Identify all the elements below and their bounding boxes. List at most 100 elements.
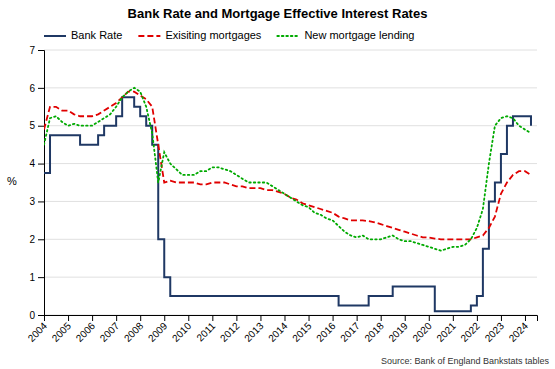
- x-tick-mark: [284, 315, 285, 321]
- series-line: [44, 97, 531, 311]
- x-tick: 2011: [194, 315, 217, 343]
- y-tick-label: 7: [29, 45, 35, 56]
- x-tick-label: 2005: [50, 320, 74, 344]
- x-tick-label: 2015: [290, 320, 314, 344]
- x-tick: 2016: [314, 315, 338, 344]
- x-tick-mark: [429, 315, 430, 321]
- y-label: %: [7, 175, 17, 187]
- legend-swatch: [277, 35, 299, 37]
- grid-line: [44, 87, 537, 88]
- y-tick: 3: [29, 196, 44, 207]
- x-tick: 2008: [122, 315, 146, 344]
- x-tick-label: 2009: [146, 320, 170, 344]
- x-tick-mark: [381, 315, 382, 321]
- x-tick-mark: [525, 315, 526, 321]
- x-tick-label: 2010: [170, 320, 194, 344]
- x-tick-label: 2024: [507, 320, 531, 344]
- x-tick-label: 2017: [338, 320, 362, 344]
- source-note: Source: Bank of England Bankstats tables: [381, 356, 550, 366]
- x-tick-mark: [309, 315, 310, 321]
- x-tick-label: 2020: [410, 320, 434, 344]
- x-tick: 2018: [362, 315, 386, 344]
- x-tick: 2021: [434, 315, 458, 344]
- x-tick-mark: [453, 315, 454, 321]
- y-tick-mark: [38, 164, 44, 165]
- x-tick: 2019: [386, 315, 410, 344]
- x-tick-mark: [236, 315, 237, 321]
- legend-label: Exisiting mortgages: [165, 29, 261, 41]
- x-tick: 2013: [242, 315, 266, 344]
- y-tick: 0: [29, 310, 44, 321]
- y-tick: 1: [29, 272, 44, 283]
- legend-entry: Bank Rate: [44, 29, 122, 41]
- y-tick-label: 5: [29, 120, 35, 131]
- y-tick-mark: [38, 126, 44, 127]
- series-line: [44, 92, 531, 240]
- y-tick-label: 6: [29, 83, 35, 94]
- y-tick-mark: [38, 50, 44, 51]
- x-tick: 2020: [410, 315, 434, 344]
- x-tick-label: 2018: [362, 320, 386, 344]
- x-tick: 2022: [458, 315, 482, 344]
- x-tick-mark: [212, 315, 213, 321]
- x-tick-label: 2012: [218, 320, 242, 344]
- grid-line: [44, 163, 537, 164]
- x-tick: 2024: [507, 315, 531, 344]
- y-tick-label: 4: [29, 158, 35, 169]
- grid-line: [44, 277, 537, 278]
- y-tick: 2: [29, 234, 44, 245]
- x-tick-label: 2004: [26, 320, 50, 344]
- x-axis: 2004200520062007200820092010201120122013…: [26, 315, 538, 344]
- legend-swatch: [44, 35, 66, 37]
- series-line: [44, 88, 531, 251]
- x-tick-mark: [68, 315, 69, 321]
- x-tick-mark: [92, 315, 93, 321]
- y-tick-mark: [38, 201, 44, 202]
- x-tick-mark: [357, 315, 358, 321]
- x-tick: 2017: [338, 315, 362, 344]
- y-tick-mark: [38, 277, 44, 278]
- y-tick-mark: [38, 315, 44, 316]
- y-tick-label: 0: [29, 310, 35, 321]
- x-tick: 2012: [218, 315, 242, 344]
- x-tick-label: 2023: [483, 320, 507, 344]
- x-tick: 2005: [50, 315, 74, 344]
- x-tick-label: 2022: [458, 320, 482, 344]
- x-tick-mark: [405, 315, 406, 321]
- y-tick-label: 1: [29, 272, 35, 283]
- x-tick-mark: [188, 315, 189, 321]
- x-tick-mark: [477, 315, 478, 321]
- x-tick-mark: [140, 315, 141, 321]
- x-tick: 2014: [266, 315, 290, 344]
- y-tick: 4: [29, 158, 44, 169]
- x-tick-mark: [501, 315, 502, 321]
- legend-label: New mortgage lending: [304, 29, 414, 41]
- y-tick-label: 2: [29, 234, 35, 245]
- y-tick: 6: [29, 83, 44, 94]
- plot-area: [44, 88, 531, 311]
- grid-line: [44, 201, 537, 202]
- x-tick-mark: [260, 315, 261, 321]
- title: Bank Rate and Mortgage Effective Interes…: [128, 6, 428, 21]
- x-tick: 2006: [74, 315, 98, 344]
- grid-line: [44, 125, 537, 126]
- y-axis: 0 1 2 3 4 5 6 7: [29, 45, 44, 321]
- legend-label: Bank Rate: [71, 29, 122, 41]
- x-tick-label: 2011: [194, 320, 217, 343]
- x-axis-line: [45, 316, 538, 322]
- grid-line: [44, 239, 537, 240]
- x-tick: 2007: [98, 315, 122, 344]
- x-tick: 2023: [483, 315, 507, 344]
- x-tick: 2015: [290, 315, 314, 344]
- x-tick-label: 2014: [266, 320, 290, 344]
- y-tick-mark: [38, 88, 44, 89]
- x-tick-label: 2021: [434, 320, 458, 344]
- grid: [44, 50, 537, 315]
- legend-swatch: [138, 35, 160, 37]
- x-tick-label: 2016: [314, 320, 338, 344]
- y-tick-label: 3: [29, 196, 35, 207]
- x-tick-label: 2007: [98, 320, 122, 344]
- x-tick-mark: [164, 315, 165, 321]
- grid-line: [44, 50, 537, 51]
- x-tick-label: 2013: [242, 320, 266, 344]
